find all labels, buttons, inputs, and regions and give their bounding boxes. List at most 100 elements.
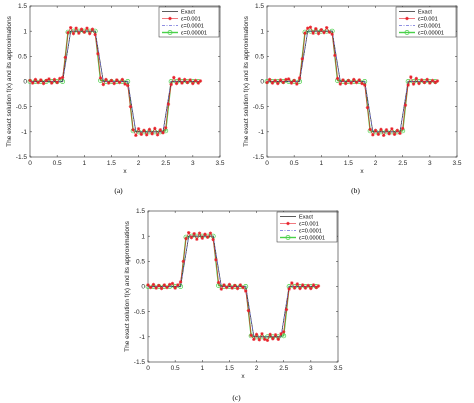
y-tick-label: 1 <box>260 28 264 35</box>
y-tick-label: 0 <box>141 284 145 291</box>
series-eps1-point <box>200 236 204 240</box>
x-tick-label: 2 <box>374 160 378 167</box>
series-eps1-point <box>395 128 399 133</box>
x-tick-label: 0.5 <box>171 365 180 372</box>
series-eps1-point <box>196 81 200 85</box>
series-eps1-point <box>309 286 313 291</box>
y-tick-label: 1.5 <box>255 3 264 10</box>
series-eps1-point <box>301 283 305 287</box>
x-tick-label: 2.5 <box>161 160 170 167</box>
series-eps1-point <box>178 280 183 284</box>
series-eps1-point <box>142 128 146 133</box>
legend-entry-exact: Exact <box>181 10 195 16</box>
y-tick-label: -1.5 <box>16 154 28 161</box>
series-eps1-point <box>230 286 234 290</box>
series-eps1-point <box>169 82 173 87</box>
series-eps1-point <box>227 282 232 287</box>
series-eps1-point <box>191 81 195 86</box>
legend-entry-eps2: ε=0.0001 <box>299 229 322 235</box>
series-eps1-point <box>126 83 130 88</box>
series-eps1-point <box>60 75 65 80</box>
legend-eps1-marker <box>168 16 172 21</box>
y-tick-label: 1.5 <box>18 3 27 10</box>
series-eps1-point <box>281 80 285 85</box>
chart-panel-c: 0 0.5 1 1.5 2 2.5 3 3.5 -1.5 -1 -0.5 0 0.5 1 1.5 x The e… <box>118 205 355 403</box>
series-eps1-point <box>151 282 156 287</box>
series-eps1-point <box>28 78 32 83</box>
series-eps1-point <box>115 78 119 82</box>
series-eps1-point <box>174 81 179 86</box>
series-eps1-point <box>161 131 165 135</box>
series-eps1-point <box>128 104 133 109</box>
x-tick-label: 1 <box>200 365 204 372</box>
chart-panel-a: 0 0.5 1 1.5 2 2.5 3 3.5 -1.5 -1 -0.5 0 0.5 1 1.5 x The e… <box>0 0 237 196</box>
series-eps1-point <box>268 332 272 337</box>
series-eps1-point <box>371 133 375 137</box>
y-tick-label: -0.5 <box>16 104 28 111</box>
series-eps1-point <box>327 30 332 34</box>
series-eps1-point <box>365 105 370 110</box>
series-eps1-point <box>311 283 316 287</box>
series-eps1-point <box>197 231 202 235</box>
series-eps1-point <box>50 81 54 85</box>
series-eps1-point <box>379 127 383 132</box>
x-tick-label: 1 <box>319 160 323 167</box>
series-eps1-point <box>166 102 171 106</box>
series-eps1-point <box>257 338 261 342</box>
series-eps1-point <box>414 76 418 81</box>
series-eps1-point <box>265 338 270 343</box>
series-eps1-point <box>357 78 361 82</box>
series-eps1-point <box>297 76 302 80</box>
series-eps1-point <box>109 78 114 83</box>
series-eps1-point <box>150 132 154 136</box>
series-eps1-point <box>162 283 166 287</box>
x-tick-label: 3.5 <box>333 365 342 372</box>
series-eps1-point <box>107 81 111 85</box>
y-axis-label: The exact solution f(x) and its approxim… <box>243 15 250 147</box>
series-eps1-point <box>246 308 251 313</box>
series-eps1-point <box>338 82 342 86</box>
x-tick-label: 1.5 <box>344 160 353 167</box>
series-eps1-point <box>276 81 280 86</box>
legend-eps1-marker <box>286 221 290 226</box>
x-tick-label: 2 <box>137 160 141 167</box>
series-eps1-point <box>425 77 429 82</box>
series-eps1-point <box>216 280 221 285</box>
series-eps1-point <box>153 126 157 131</box>
series-eps1-point <box>284 77 288 82</box>
series-eps1-point <box>360 81 364 86</box>
x-tick-label: 0.5 <box>290 160 299 167</box>
series-eps1-point <box>158 128 162 132</box>
series-eps1-point <box>41 81 46 86</box>
chart-panel-b: 0 0.5 1 1.5 2 2.5 3 3.5 -1.5 -1 -0.5 0 0.5 1 1.5 x The e… <box>237 0 474 196</box>
series-eps1-point <box>203 232 207 236</box>
series-eps1-point <box>270 81 275 85</box>
y-tick-label: -1.5 <box>253 154 265 161</box>
series-eps1-point <box>225 285 229 290</box>
series-eps1-point <box>411 82 416 86</box>
x-tick-label: 1.5 <box>107 160 116 167</box>
series-eps1-point <box>254 332 259 337</box>
y-axis-label: The exact solution f(x) and its approxim… <box>6 15 13 147</box>
series-eps1-point <box>273 78 277 83</box>
series-eps1-point <box>36 80 40 85</box>
series-eps1-line <box>266 26 438 137</box>
series-eps1-point <box>349 81 353 85</box>
series-eps1-point <box>157 283 161 288</box>
series-eps1-point <box>63 55 67 60</box>
series-eps1-point <box>187 230 191 235</box>
chart-b-plot: 0 0.5 1 1.5 2 2.5 3 3.5 -1.5 -1 -0.5 0 0.5 1 1.5 x The e… <box>243 3 462 175</box>
series-eps1-point <box>77 31 81 35</box>
series-eps1-point <box>172 75 176 80</box>
series-eps1-point <box>316 284 321 288</box>
series-eps1-point <box>352 77 356 82</box>
series-eps1-point <box>409 75 413 79</box>
y-axis-label: The exact solution f(x) and its approxim… <box>124 220 131 352</box>
series-eps1-point <box>252 337 256 342</box>
series-eps1-point <box>168 282 172 287</box>
series-eps1-point <box>82 30 86 34</box>
series-eps1-point <box>435 79 440 83</box>
y-tick-label: -1 <box>139 334 145 341</box>
legend-entry-eps1: ε=0.001 <box>181 17 201 23</box>
series-eps1-point <box>278 78 283 82</box>
